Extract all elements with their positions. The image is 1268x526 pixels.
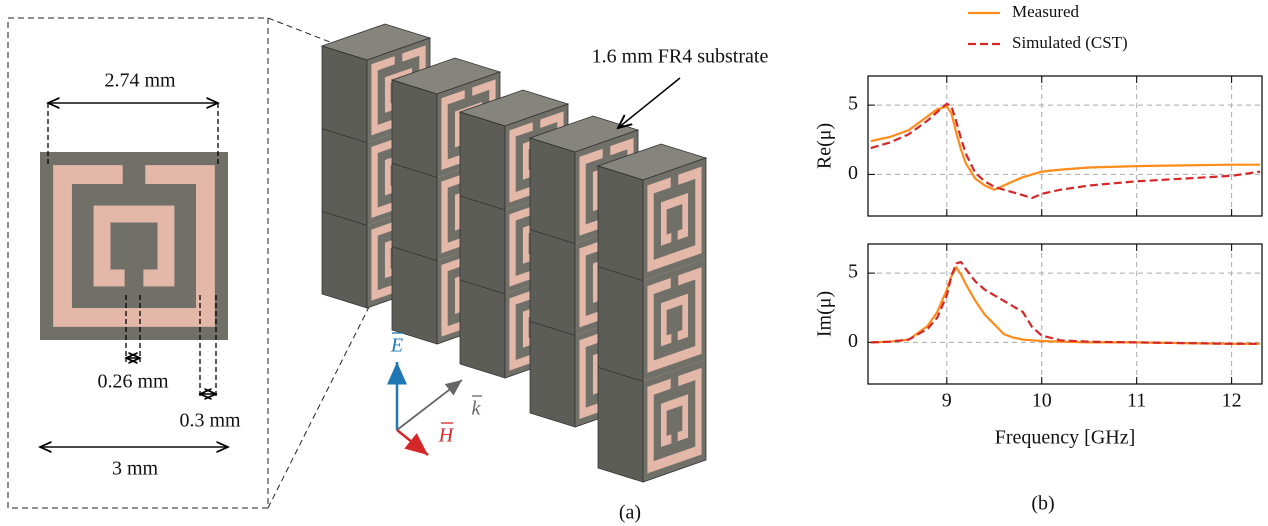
e-label: E: [390, 335, 403, 357]
y-tick-label: 5: [848, 93, 858, 115]
dimension-label: 2.74 mm: [104, 70, 176, 92]
dimension-label: 0.26 mm: [97, 371, 169, 393]
series-line: [871, 268, 1260, 344]
legend-label: Measured: [1012, 2, 1080, 21]
legend-label: Simulated (CST): [1012, 33, 1128, 52]
h-label: H: [438, 425, 455, 447]
zoom-line: [268, 18, 330, 42]
x-tick-label: 12: [1222, 390, 1242, 412]
x-tick-label: 11: [1127, 390, 1146, 412]
caption: (a): [619, 502, 641, 524]
zoom-line: [268, 285, 380, 508]
y-tick-label: 0: [848, 162, 858, 184]
series-line: [871, 262, 1260, 344]
caption: (b): [1031, 493, 1054, 515]
k-label: k: [472, 398, 482, 420]
dimension-label: 0.3 mm: [179, 410, 241, 432]
y-axis-label: Re(μ): [814, 123, 836, 169]
series-line: [871, 104, 1260, 198]
block-side: [460, 112, 505, 378]
h-arrow: [397, 430, 428, 455]
block-side: [322, 46, 367, 308]
y-axis-label: Im(μ): [814, 291, 836, 337]
dimension-label: 3 mm: [112, 458, 159, 480]
x-tick-label: 9: [942, 390, 952, 412]
plot-frame: [868, 76, 1262, 216]
x-axis-label: Frequency [GHz]: [995, 427, 1136, 449]
substrate-label: 1.6 mm FR4 substrate: [592, 46, 769, 68]
block-side: [598, 166, 643, 482]
figure: 2.74 mm 0.26 mm 0.3 mm 3 mm 1.6 mm FR4 s…: [0, 0, 1268, 526]
page: 2.74 mm 0.26 mm 0.3 mm 3 mm 1.6 mm FR4 s…: [0, 0, 1268, 526]
label-arrow: [618, 78, 680, 128]
y-tick-label: 5: [848, 261, 858, 283]
block-side: [530, 138, 575, 427]
plot-frame: [868, 244, 1262, 384]
y-tick-label: 0: [848, 330, 858, 352]
x-tick-label: 10: [1032, 390, 1052, 412]
metamaterial-blocks: [322, 24, 706, 482]
block-side: [392, 80, 437, 344]
